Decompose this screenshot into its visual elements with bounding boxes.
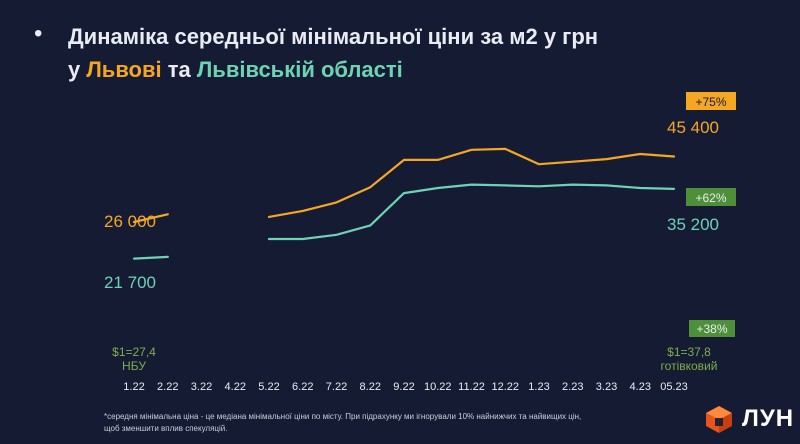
- x-tick-label: 4.23: [630, 381, 651, 393]
- x-tick-label: 3.23: [596, 381, 617, 393]
- x-tick-label: 1.23: [528, 381, 549, 393]
- subtitle-city: Львові: [86, 57, 162, 82]
- footnote: *середня мінімальна ціна - це медіана мі…: [104, 411, 581, 435]
- logo-text: ЛУН: [742, 405, 795, 432]
- change-badge-lviv-bg: [686, 92, 736, 110]
- x-tick-label: 2.22: [157, 381, 178, 393]
- change-badge-lviv-text: +75%: [695, 95, 726, 109]
- usd-rate-start-source: НБУ: [122, 359, 146, 373]
- label-layer: 26 000 21 700 45 400 35 200 +75% +62% +38% $1=2…: [104, 92, 736, 373]
- footnote-line-2: щоб зменшити вплив спекуляцій.: [104, 424, 228, 433]
- chart-title: Динаміка середньої мінімальної ціни за м…: [68, 24, 599, 49]
- x-tick-label: 12.22: [491, 381, 519, 393]
- title-bullet: •: [34, 20, 43, 47]
- start-value-label-region: 21 700: [104, 273, 156, 292]
- x-tick-label: 11.22: [458, 381, 485, 393]
- x-tick-label: 6.22: [292, 381, 313, 393]
- usd-rate-start: $1=27,4: [112, 345, 156, 359]
- subtitle-prefix: у: [68, 57, 87, 82]
- x-tick-label: 9.22: [393, 381, 414, 393]
- series-line-2-segment-2: [267, 183, 676, 241]
- x-tick-label: 1.22: [123, 381, 144, 393]
- change-badge-region: +62%: [686, 188, 736, 206]
- change-badge-lviv: +75%: [686, 92, 736, 110]
- change-badge-region-text: +62%: [695, 191, 726, 205]
- x-tick-label: 2.23: [562, 381, 583, 393]
- brand-logo: ЛУН: [704, 404, 794, 434]
- end-value-label-lviv: 45 400: [667, 118, 719, 137]
- change-badge-usd: +38%: [689, 320, 735, 337]
- subtitle-region: Львівській області: [196, 57, 403, 82]
- chart-subtitle: у Львові та Львівській області: [68, 57, 403, 83]
- x-tick-label: 3.22: [191, 381, 212, 393]
- series-line-2-segment-1: [132, 255, 169, 260]
- x-tick-label: 8.22: [360, 381, 381, 393]
- x-tick-label: 4.22: [225, 381, 246, 393]
- footnote-line-1: *середня мінімальна ціна - це медіана мі…: [104, 412, 582, 421]
- series-line-1-segment-2: [267, 147, 676, 218]
- change-badge-usd-bg: [689, 320, 735, 337]
- x-axis-ticks: 1.22 2.22 3.22 4.22 5.22 6.22 7.22 8.22 9.22 10.2…: [123, 381, 687, 393]
- x-tick-label: 7.22: [326, 381, 347, 393]
- x-tick-label: 05.23: [660, 381, 688, 393]
- cube-icon: [706, 406, 732, 433]
- usd-rate-end-source: готівковий: [661, 359, 718, 373]
- start-value-label-lviv: 26 000: [104, 212, 156, 231]
- series-layer: [132, 147, 676, 260]
- end-value-label-region: 35 200: [667, 215, 719, 234]
- series-line-1-segment-1: [132, 213, 169, 224]
- change-badge-usd-text: +38%: [696, 322, 727, 336]
- subtitle-mid: та: [161, 57, 197, 82]
- usd-rate-end: $1=37,8: [667, 345, 711, 359]
- change-badge-region-bg: [686, 188, 736, 206]
- x-tick-label: 5.22: [258, 381, 279, 393]
- x-tick-label: 10.22: [424, 381, 452, 393]
